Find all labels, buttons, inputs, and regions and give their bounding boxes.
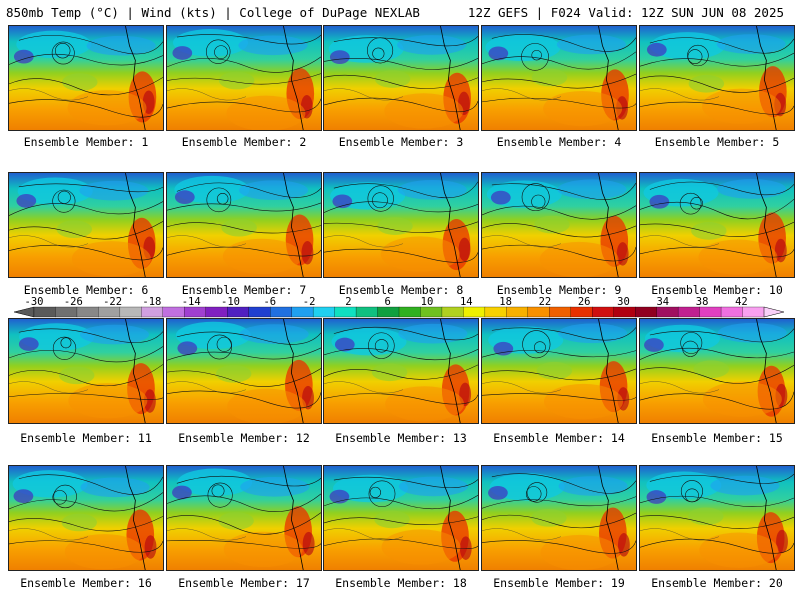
header-title-left: 850mb Temp (°C) | Wind (kts) | College o… xyxy=(6,5,420,20)
colorbar-tick-label: -2 xyxy=(302,296,316,308)
ensemble-map-panel xyxy=(481,465,637,571)
colorbar-tick-label: -30 xyxy=(24,296,44,308)
colorbar-tick-label: -10 xyxy=(221,296,240,308)
colorbar-ticks: -30 -26 -22 -18 -14 -10 -6 -2 2 6 10 14 18 22 26 30 34 38… xyxy=(0,296,800,308)
colorbar-tick-label: 14 xyxy=(459,296,473,308)
colorbar-tick-label: 10 xyxy=(420,296,434,308)
ensemble-member-label: Ensemble Member: 8 xyxy=(338,283,464,297)
ensemble-member-label: Ensemble Member: 2 xyxy=(181,135,307,149)
ensemble-map-panel xyxy=(481,318,637,424)
ensemble-map-panel xyxy=(639,25,795,131)
ensemble-map-panel xyxy=(323,25,479,131)
ensemble-member-label: Ensemble Member: 5 xyxy=(654,135,780,149)
ensemble-map-panel xyxy=(481,25,637,131)
colorbar-tick-label: -22 xyxy=(103,296,123,308)
ensemble-member-label: Ensemble Member: 4 xyxy=(496,135,622,149)
colorbar xyxy=(14,306,784,318)
ensemble-map-panel xyxy=(8,172,164,278)
ensemble-member-label: Ensemble Member: 14 xyxy=(493,431,625,445)
ensemble-map-panel xyxy=(639,172,795,278)
colorbar-tick-label: 38 xyxy=(695,296,709,308)
ensemble-map-panel xyxy=(8,318,164,424)
ensemble-map-panel xyxy=(8,465,164,571)
colorbar-tick-label: -14 xyxy=(181,296,201,308)
header: 850mb Temp (°C) | Wind (kts) | College o… xyxy=(0,0,800,22)
ensemble-member-label: Ensemble Member: 18 xyxy=(335,576,467,590)
ensemble-map-panel xyxy=(166,172,322,278)
colorbar-tick-label: 2 xyxy=(345,296,352,308)
colorbar-tick-label: 42 xyxy=(735,296,748,308)
ensemble-member-label: Ensemble Member: 6 xyxy=(23,283,149,297)
ensemble-member-label: Ensemble Member: 15 xyxy=(651,431,783,445)
ensemble-map-panel xyxy=(481,172,637,278)
ensemble-map-panel xyxy=(166,25,322,131)
ensemble-map-panel xyxy=(323,465,479,571)
ensemble-member-label: Ensemble Member: 19 xyxy=(493,576,625,590)
ensemble-member-label: Ensemble Member: 3 xyxy=(338,135,464,149)
colorbar-tick-label: 34 xyxy=(656,296,670,308)
ensemble-member-label: Ensemble Member: 11 xyxy=(20,431,152,445)
colorbar-tick-label: 6 xyxy=(384,296,391,308)
colorbar-tick-label: 26 xyxy=(577,296,591,308)
ensemble-member-label: Ensemble Member: 10 xyxy=(651,283,783,297)
header-title-right: 12Z GEFS | F024 Valid: 12Z SUN JUN 08 20… xyxy=(467,5,784,20)
ensemble-map-panel xyxy=(639,318,795,424)
ensemble-member-label: Ensemble Member: 1 xyxy=(23,135,149,149)
colorbar-tick-label: 30 xyxy=(617,296,630,308)
ensemble-map-panel xyxy=(323,318,479,424)
colorbar-tick-label: 22 xyxy=(538,296,552,308)
ensemble-member-label: Ensemble Member: 13 xyxy=(335,431,467,445)
ensemble-map-panel xyxy=(166,318,322,424)
ensemble-map-panel xyxy=(639,465,795,571)
ensemble-member-label: Ensemble Member: 17 xyxy=(178,576,310,590)
ensemble-map-panel xyxy=(323,172,479,278)
colorbar-tick-label: -18 xyxy=(142,296,162,308)
ensemble-member-label: Ensemble Member: 20 xyxy=(651,576,783,590)
ensemble-member-label: Ensemble Member: 12 xyxy=(178,431,310,445)
ensemble-member-label: Ensemble Member: 7 xyxy=(181,283,307,297)
colorbar-tick-label: 18 xyxy=(499,296,512,308)
ensemble-member-label: Ensemble Member: 9 xyxy=(496,283,622,297)
colorbar-tick-label: -26 xyxy=(63,296,83,308)
ensemble-map-panel xyxy=(8,25,164,131)
ensemble-map-panel xyxy=(166,465,322,571)
colorbar-tick-label: -6 xyxy=(263,296,277,308)
ensemble-member-label: Ensemble Member: 16 xyxy=(20,576,152,590)
